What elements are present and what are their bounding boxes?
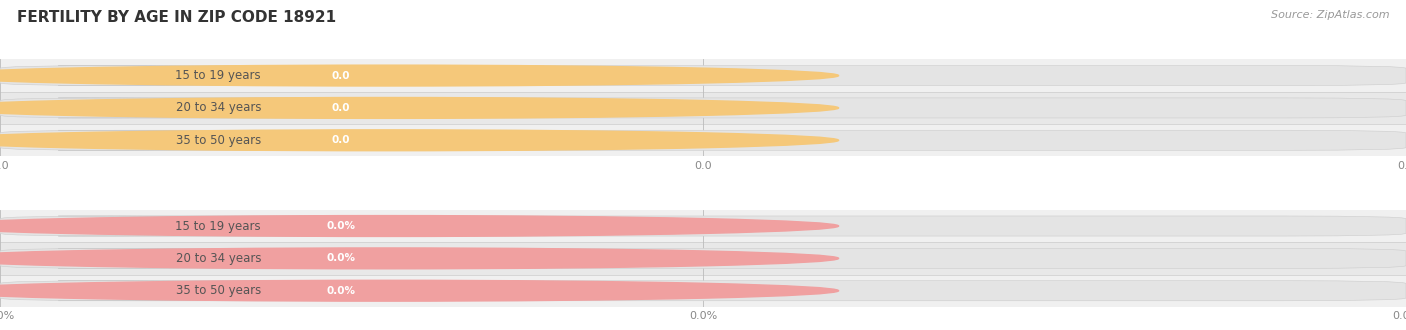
Text: 35 to 50 years: 35 to 50 years [176,284,262,297]
Text: FERTILITY BY AGE IN ZIP CODE 18921: FERTILITY BY AGE IN ZIP CODE 18921 [17,10,336,25]
FancyBboxPatch shape [58,130,360,150]
Bar [0,242,1406,275]
Text: 15 to 19 years: 15 to 19 years [176,219,262,233]
FancyBboxPatch shape [135,98,547,118]
Text: 35 to 50 years: 35 to 50 years [176,134,262,147]
Circle shape [0,215,838,237]
FancyBboxPatch shape [135,216,547,236]
FancyBboxPatch shape [0,216,1406,236]
FancyBboxPatch shape [0,98,1406,118]
FancyBboxPatch shape [0,66,1406,85]
Text: 15 to 19 years: 15 to 19 years [176,69,262,82]
FancyBboxPatch shape [0,281,1406,301]
Text: 20 to 34 years: 20 to 34 years [176,252,262,265]
Bar [0,59,1406,92]
FancyBboxPatch shape [58,281,360,301]
FancyBboxPatch shape [58,248,360,268]
Text: Source: ZipAtlas.com: Source: ZipAtlas.com [1271,10,1389,20]
Text: 20 to 34 years: 20 to 34 years [176,101,262,115]
FancyBboxPatch shape [58,66,360,85]
Circle shape [0,280,838,301]
Bar [0,124,1406,156]
Text: 0.0%: 0.0% [326,253,356,263]
Bar [0,275,1406,307]
Circle shape [0,248,838,269]
Circle shape [0,65,838,86]
FancyBboxPatch shape [135,66,547,85]
FancyBboxPatch shape [0,130,1406,150]
Text: 0.0%: 0.0% [326,221,356,231]
FancyBboxPatch shape [58,216,360,236]
Text: 0.0%: 0.0% [326,286,356,296]
FancyBboxPatch shape [135,130,547,150]
Text: 0.0: 0.0 [332,71,350,81]
Circle shape [0,97,838,118]
Text: 0.0: 0.0 [332,103,350,113]
Circle shape [0,130,838,151]
FancyBboxPatch shape [58,98,360,118]
Text: 0.0: 0.0 [332,135,350,145]
FancyBboxPatch shape [0,248,1406,268]
Bar [0,210,1406,242]
Bar [0,92,1406,124]
FancyBboxPatch shape [135,248,547,268]
FancyBboxPatch shape [135,281,547,301]
